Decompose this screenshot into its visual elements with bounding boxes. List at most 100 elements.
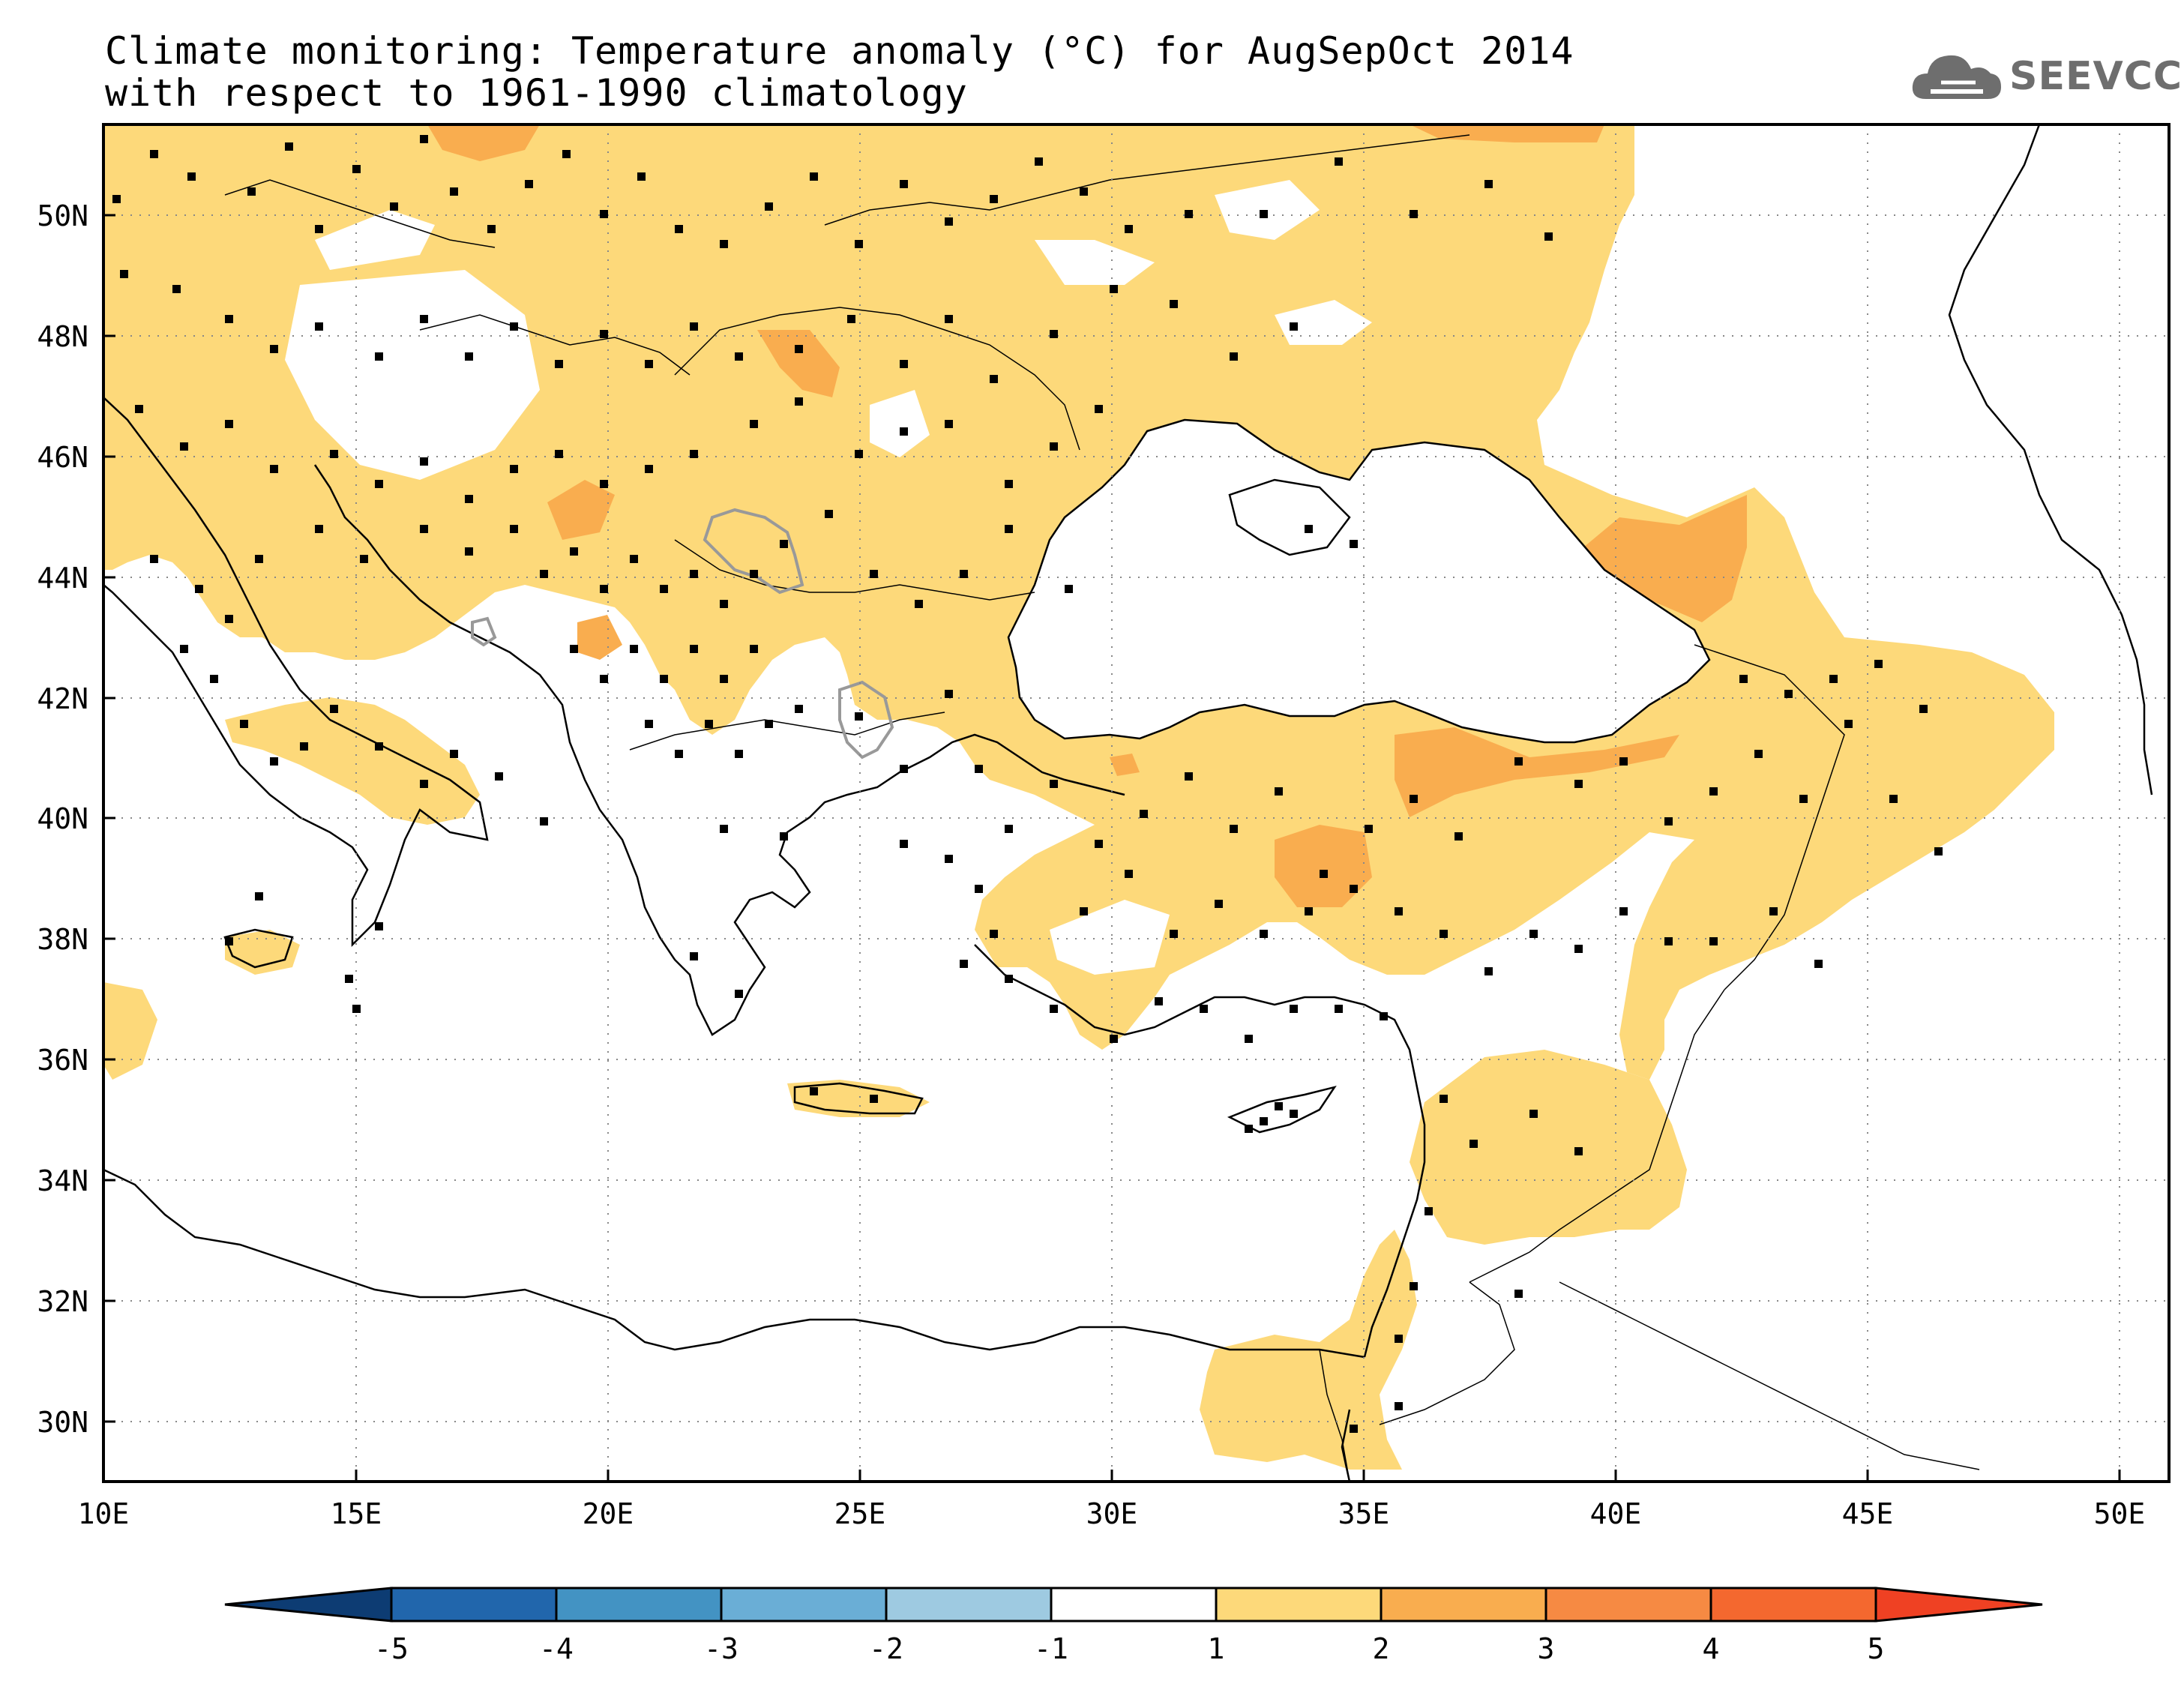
border-greece-north: [629, 712, 945, 751]
sicily-coast: [223, 928, 294, 969]
anatolia-south-coast: [974, 944, 1426, 1358]
significance-contour-serbia: [703, 508, 804, 595]
anomaly-region-sicily: [225, 930, 300, 975]
map-title: Climate monitoring: Temperature anomaly …: [105, 30, 1574, 114]
colorbar-tick-label: -5: [374, 1632, 409, 1665]
border-syria-iraq: [1469, 989, 1725, 1283]
colorbar-segment: [1380, 1587, 1547, 1623]
anomaly-gap-7: [1050, 900, 1170, 975]
lat-tick-label: 42N: [37, 682, 88, 715]
lon-tick-label: 35E: [1338, 1497, 1390, 1530]
map-frame: [102, 123, 2171, 1483]
anomaly-hot-caucasus: [1574, 495, 1747, 622]
anomaly-region-sinai: [1200, 1230, 1417, 1470]
north-africa-coast: [103, 1168, 1365, 1359]
black-sea-coast: [1007, 418, 1711, 744]
border-egypt: [1319, 1349, 1350, 1482]
colorbar-tick-label: 3: [1538, 1632, 1555, 1665]
anomaly-field: [103, 124, 2054, 1470]
caspian-coast: [1948, 124, 2153, 796]
border-ukraine: [824, 134, 1470, 226]
anomaly-gap-2: [1035, 240, 1155, 285]
border-poland-czech: [224, 179, 496, 248]
colorbar-segment: [885, 1587, 1053, 1623]
border-bulgaria: [674, 539, 1035, 601]
seevccc-logo: SEEVCCC: [1908, 45, 2184, 112]
colorbar-segment: [1050, 1587, 1218, 1623]
title-line-2: with respect to 1961-1990 climatology: [105, 71, 968, 115]
anomaly-hot-montenegro: [577, 615, 622, 660]
anomaly-region-italy: [225, 697, 480, 825]
lat-tick-labels: 30N 32N 34N 36N 38N 40N 42N 44N 46N 48N …: [37, 199, 88, 1439]
lat-tick-label: 36N: [37, 1044, 88, 1077]
anomaly-gap-6: [1215, 180, 1320, 240]
anomaly-hot-ukraine: [1410, 124, 1604, 142]
axis-ticks: [102, 214, 2121, 1482]
crimea-coast: [1228, 478, 1351, 556]
lon-tick-label: 40E: [1590, 1497, 1642, 1530]
anomaly-hot-marmara: [1110, 754, 1140, 776]
anomaly-region-west-africa: [103, 982, 157, 1080]
lon-tick-labels: 10E 15E 20E 25E 30E 35E 40E 45E 50E: [78, 1497, 2146, 1530]
cyprus-coast: [1227, 1086, 1337, 1134]
title-line-1: Climate monitoring: Temperature anomaly …: [105, 29, 1574, 73]
lat-tick-label: 40N: [37, 802, 88, 835]
gulf-aqaba-coast: [1341, 1409, 1351, 1482]
lat-tick-label: 38N: [37, 923, 88, 956]
colorbar-high-arrow: [1874, 1587, 2043, 1623]
colorbar-segment: [1215, 1587, 1383, 1623]
colorbar-segment: [390, 1587, 558, 1623]
border-hungary: [419, 314, 691, 376]
border-saudi: [1559, 1281, 1980, 1470]
lon-tick-label: 10E: [78, 1497, 130, 1530]
station-markers: [112, 135, 1943, 1433]
colorbar-tick-label: 1: [1208, 1632, 1225, 1665]
colorbar-segment: [555, 1587, 723, 1623]
border-romania: [674, 307, 1080, 451]
colorbar-tick-label: -4: [539, 1632, 574, 1665]
lon-tick-label: 30E: [1086, 1497, 1138, 1530]
border-turkey-east: [1694, 644, 1845, 990]
coastlines: [103, 124, 2153, 1482]
colorbar-tick-label: 4: [1703, 1632, 1720, 1665]
lat-tick-label: 46N: [37, 441, 88, 474]
anomaly-hot-balkan: [547, 480, 615, 540]
crete-coast: [793, 1082, 924, 1115]
colorbar-segment: [1544, 1587, 1712, 1623]
significance-contour-bosnia: [471, 616, 497, 647]
cloud-icon: [1912, 55, 2001, 99]
lat-tick-label: 48N: [37, 320, 88, 353]
grid-lines: [103, 124, 2169, 1482]
lat-tick-label: 50N: [37, 199, 88, 232]
colorbar-low-arrow: [224, 1587, 393, 1623]
significance-contour-bulgaria: [838, 680, 894, 760]
border-jordan: [1379, 1281, 1515, 1425]
significance-contours: [471, 508, 894, 760]
lon-tick-label: 25E: [834, 1497, 886, 1530]
anomaly-gap-5: [285, 270, 540, 480]
lon-tick-label: 45E: [1842, 1497, 1894, 1530]
lon-tick-label: 20E: [583, 1497, 634, 1530]
adriatic-east-coast: [313, 464, 1125, 1036]
anomaly-region-north: [103, 124, 2054, 1080]
anomaly-hot-romania: [757, 330, 840, 397]
italy-coast: [103, 397, 489, 948]
anomaly-region-levant: [1410, 1050, 1687, 1245]
colorbar: -5 -4 -3 -2 -1 1 2 3 4 5: [224, 1587, 2043, 1665]
lat-tick-label: 44N: [37, 562, 88, 595]
anomaly-hot-anatolia-north: [1395, 727, 1679, 817]
anomaly-region-crete: [787, 1080, 930, 1117]
colorbar-tick-label: 5: [1868, 1632, 1885, 1665]
colorbar-tick-label: -1: [1034, 1632, 1068, 1665]
logo-text: SEEVCCC: [2009, 54, 2184, 99]
anomaly-hot-north: [427, 124, 540, 161]
colorbar-segment: [1709, 1587, 1877, 1623]
lat-tick-label: 32N: [37, 1285, 88, 1318]
lon-tick-label: 50E: [2094, 1497, 2146, 1530]
anomaly-hot-anatolia-central: [1275, 825, 1372, 907]
country-borders: [224, 134, 1980, 1482]
colorbar-tick-label: 2: [1373, 1632, 1390, 1665]
anomaly-gap-4: [870, 390, 930, 457]
colorbar-tick-label: -3: [704, 1632, 738, 1665]
